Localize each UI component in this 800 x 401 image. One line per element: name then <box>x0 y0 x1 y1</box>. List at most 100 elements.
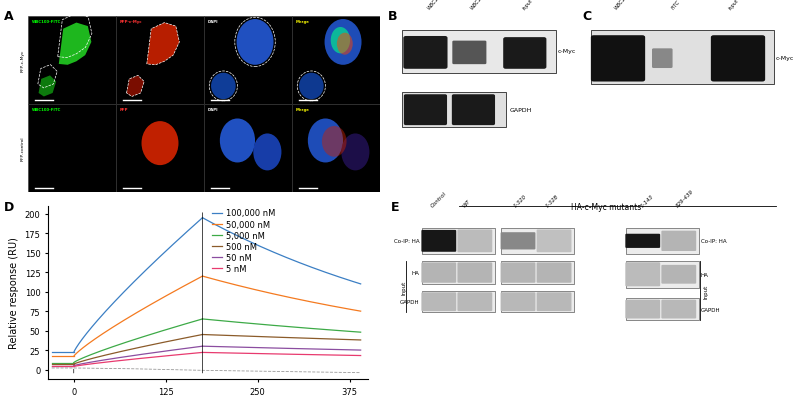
Text: WBC100-FITC: WBC100-FITC <box>426 0 452 11</box>
FancyBboxPatch shape <box>652 49 673 69</box>
5,000 nM <box>142 334 151 338</box>
Text: 1-328: 1-328 <box>545 193 559 208</box>
Line: 500 nM: 500 nM <box>74 335 202 364</box>
FancyBboxPatch shape <box>501 293 535 311</box>
FancyBboxPatch shape <box>501 228 574 254</box>
Polygon shape <box>59 24 91 66</box>
5,000 nM <box>158 328 167 333</box>
Bar <box>116 104 204 192</box>
FancyBboxPatch shape <box>537 263 571 283</box>
50 nM <box>120 354 130 359</box>
FancyBboxPatch shape <box>591 36 645 82</box>
Ellipse shape <box>342 134 370 171</box>
FancyBboxPatch shape <box>422 230 456 252</box>
Text: RFP-c-Myc: RFP-c-Myc <box>21 49 25 71</box>
Y-axis label: Relative response (RU): Relative response (RU) <box>9 237 19 348</box>
Text: RFP: RFP <box>119 108 128 112</box>
Text: GAPDH: GAPDH <box>701 307 721 312</box>
Ellipse shape <box>142 122 178 166</box>
500 nM <box>111 350 121 355</box>
Bar <box>204 104 292 192</box>
FancyBboxPatch shape <box>403 37 447 70</box>
500 nM <box>158 340 167 345</box>
500 nM <box>136 345 146 350</box>
Ellipse shape <box>299 73 324 100</box>
100,000 nM <box>69 350 78 355</box>
FancyBboxPatch shape <box>404 95 447 126</box>
Text: A: A <box>4 10 14 23</box>
Text: Input: Input <box>522 0 534 11</box>
500 nM <box>198 332 207 337</box>
50 nM <box>175 347 185 352</box>
Bar <box>116 16 204 104</box>
FancyBboxPatch shape <box>422 263 456 283</box>
5 nM <box>111 358 121 363</box>
FancyBboxPatch shape <box>662 300 696 319</box>
FancyBboxPatch shape <box>422 228 495 254</box>
Text: Input: Input <box>703 284 708 298</box>
5,000 nM <box>198 317 207 322</box>
5 nM <box>120 358 130 363</box>
Text: HA-c-Myc mutants: HA-c-Myc mutants <box>570 203 641 212</box>
Text: RFP-control: RFP-control <box>21 136 25 160</box>
50,000 nM <box>158 296 167 300</box>
5 nM <box>69 364 78 369</box>
Ellipse shape <box>325 20 362 66</box>
500 nM <box>142 344 151 348</box>
Line: 5 nM: 5 nM <box>74 352 202 367</box>
Text: c-Myc: c-Myc <box>775 56 794 61</box>
FancyBboxPatch shape <box>402 31 556 73</box>
Ellipse shape <box>337 34 353 56</box>
FancyBboxPatch shape <box>626 228 699 254</box>
Polygon shape <box>38 76 56 97</box>
Bar <box>28 16 116 104</box>
FancyBboxPatch shape <box>501 261 574 284</box>
50 nM <box>136 352 146 357</box>
FancyBboxPatch shape <box>591 31 774 85</box>
Ellipse shape <box>330 28 350 54</box>
Text: B: B <box>388 10 398 23</box>
FancyBboxPatch shape <box>626 300 660 319</box>
5,000 nM <box>69 360 78 365</box>
Bar <box>292 104 380 192</box>
FancyBboxPatch shape <box>422 261 495 284</box>
FancyBboxPatch shape <box>452 42 486 65</box>
FancyBboxPatch shape <box>501 291 574 313</box>
Text: DAPI: DAPI <box>207 20 218 24</box>
Text: WBC100-FITC: WBC100-FITC <box>31 108 61 112</box>
Text: 1-143: 1-143 <box>639 193 654 208</box>
Text: RFP-c-Myc: RFP-c-Myc <box>119 20 142 24</box>
50 nM <box>69 363 78 368</box>
Text: WT: WT <box>462 198 471 208</box>
FancyBboxPatch shape <box>422 293 456 311</box>
50,000 nM <box>198 274 207 279</box>
50 nM <box>142 351 151 356</box>
Polygon shape <box>126 76 144 97</box>
FancyBboxPatch shape <box>402 93 506 128</box>
Line: 100,000 nM: 100,000 nM <box>74 218 202 352</box>
Bar <box>28 104 116 192</box>
5 nM <box>142 356 151 360</box>
Text: GAPDH: GAPDH <box>400 299 420 304</box>
Text: Merge: Merge <box>295 108 310 112</box>
5,000 nM <box>111 343 121 348</box>
500 nM <box>120 348 130 353</box>
Ellipse shape <box>211 73 236 100</box>
FancyBboxPatch shape <box>626 263 660 287</box>
100,000 nM <box>136 273 146 277</box>
Line: 50,000 nM: 50,000 nM <box>74 276 202 356</box>
FancyBboxPatch shape <box>501 233 535 250</box>
Text: FITC: FITC <box>671 0 682 11</box>
Text: D: D <box>4 200 14 213</box>
FancyBboxPatch shape <box>626 234 660 248</box>
Text: Control: Control <box>430 190 447 208</box>
Bar <box>292 16 380 104</box>
FancyBboxPatch shape <box>458 230 492 253</box>
50,000 nM <box>120 318 130 322</box>
FancyBboxPatch shape <box>537 230 571 253</box>
Text: 329-439: 329-439 <box>675 188 695 208</box>
Legend: 100,000 nM, 50,000 nM, 5,000 nM, 500 nM, 50 nM, 5 nM: 100,000 nM, 50,000 nM, 5,000 nM, 500 nM,… <box>212 209 275 273</box>
100,000 nM <box>198 216 207 221</box>
Polygon shape <box>147 24 179 66</box>
Text: E: E <box>390 200 399 213</box>
